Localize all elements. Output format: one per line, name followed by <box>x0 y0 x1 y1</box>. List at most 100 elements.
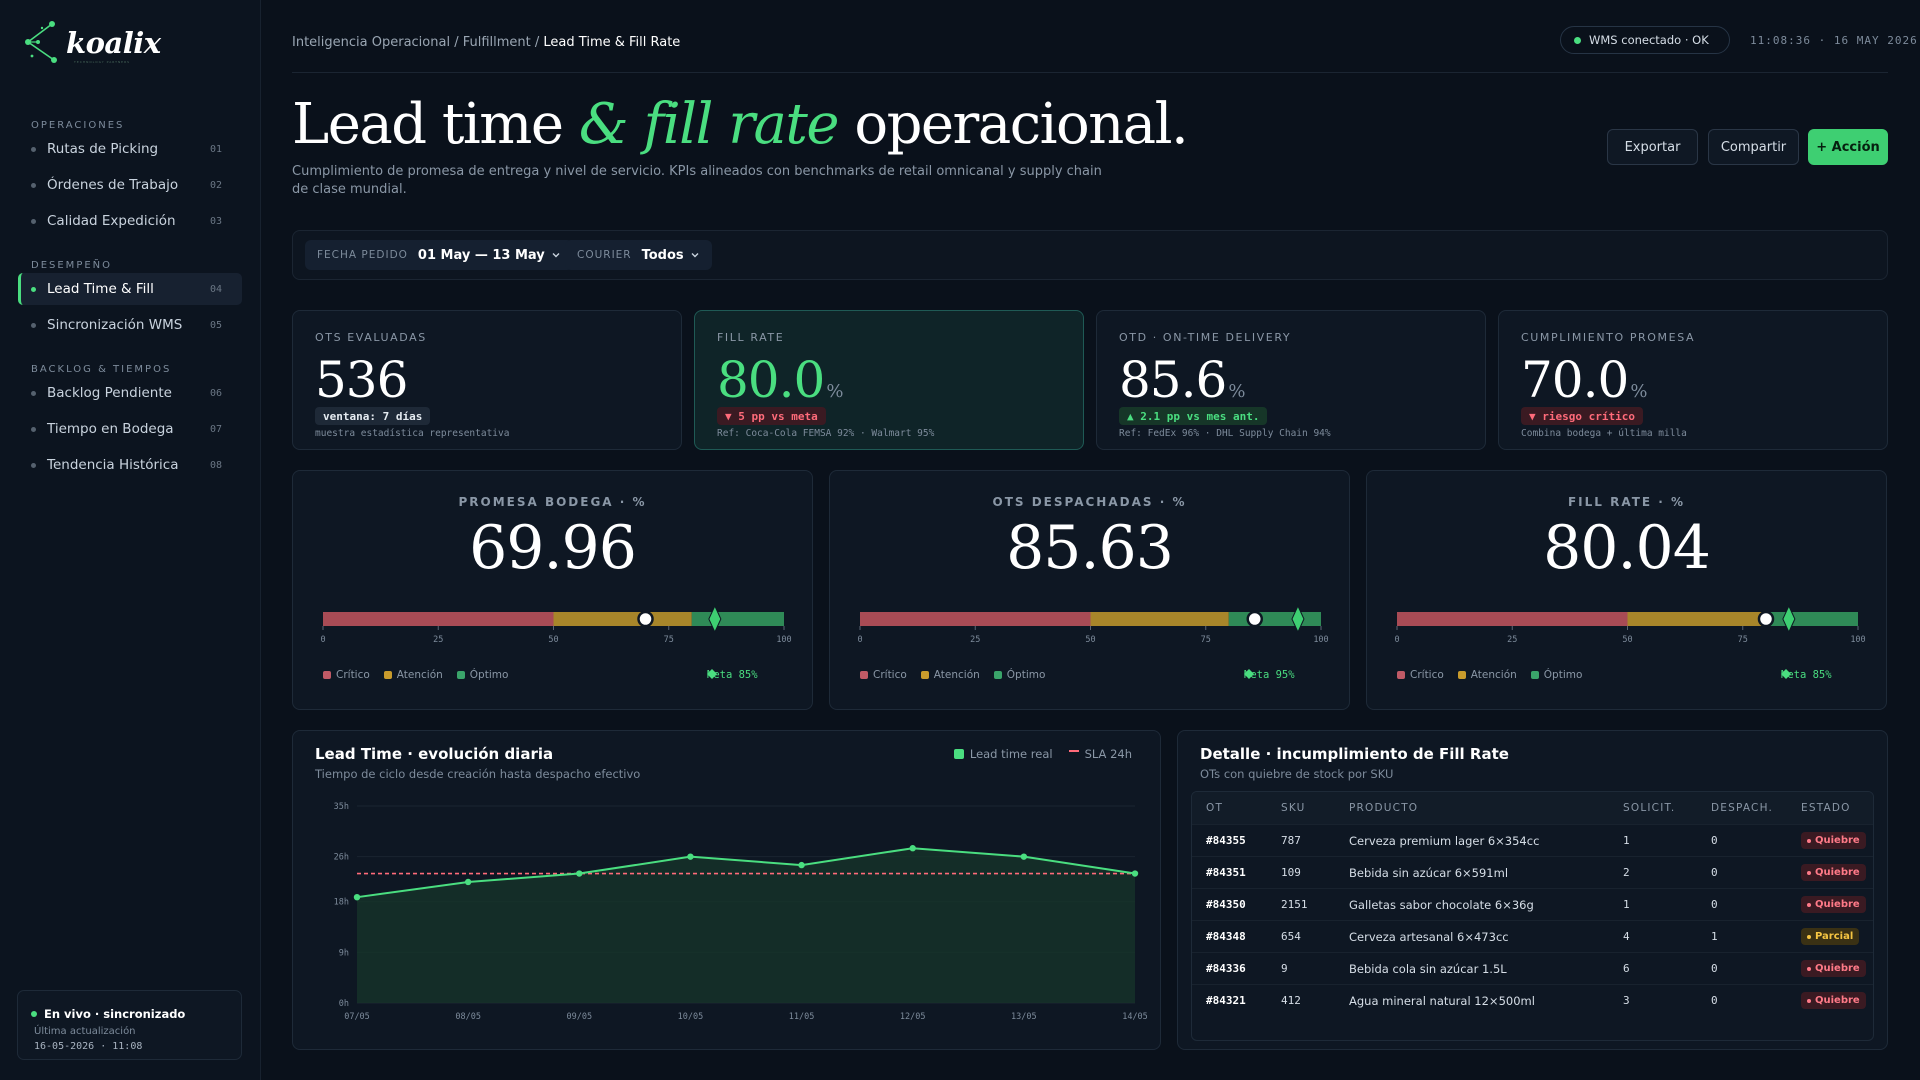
status-text: Quiebre <box>1815 963 1860 975</box>
sidebar-item-label: Órdenes de Trabajo <box>47 177 179 193</box>
data-point <box>464 878 472 886</box>
cell-sku: 2151 <box>1281 898 1308 911</box>
table-row[interactable]: #84355 787 Cerveza premium lager 6×354cc 1 0… <box>1192 824 1873 856</box>
breadcrumb-item[interactable]: Fulfillment <box>462 35 531 50</box>
kpi-value: 536 <box>315 351 408 409</box>
table-row[interactable]: #84321 412 Agua mineral natural 12×500ml 3 0… <box>1192 984 1873 1016</box>
gauge-title: OTS DESPACHADAS · % <box>992 495 1187 509</box>
legend-item-atencion: Atención <box>383 669 443 681</box>
gauge-zone <box>691 612 784 626</box>
sidebar: koalix TECHNOLOGY PARTNERS OPERACIONES R… <box>0 0 261 1080</box>
kpi-card-otd[interactable]: OTD · ON-TIME DELIVERY 85.6% ▲ 2.1 pp vs… <box>1096 310 1486 450</box>
gauge-value: 69.96 <box>469 513 637 583</box>
gauge-tick-label: 25 <box>433 635 443 645</box>
lead-time-chart: 35h 26h 18h 9h 0h 07/05 08/05 09/05 10/05 11/05 12… <box>334 802 1148 1022</box>
koalix-logo-icon <box>25 21 57 63</box>
column-header[interactable]: ESTADO <box>1801 802 1851 814</box>
lead-time-chart-panel: Lead Time · evolución diaria Tiempo de c… <box>292 730 1161 1050</box>
logo[interactable]: koalix TECHNOLOGY PARTNERS <box>22 20 161 66</box>
kpi-badge: ▲ 2.1 pp vs mes ant. <box>1119 407 1268 425</box>
gauge-meta-label: Meta 85% <box>707 669 758 681</box>
sidebar-item-tendencia-historica[interactable]: Tendencia Histórica 08 <box>18 449 242 481</box>
kpi-card-fill-rate[interactable]: FILL RATE 80.0% ▼ 5 pp vs meta Ref: Coca… <box>694 310 1084 450</box>
table-row[interactable]: #84336 9 Bebida cola sin azúcar 1.5L 6 0 Quie… <box>1192 952 1873 984</box>
table-row[interactable]: #84348 654 Cerveza artesanal 6×473cc 4 1 Parc… <box>1192 920 1873 952</box>
sidebar-item-rutas-picking[interactable]: Rutas de Picking 01 <box>18 133 242 165</box>
courier-filter-dropdown[interactable]: COURIER Todos <box>565 240 712 270</box>
kpi-number: 536 <box>315 351 408 409</box>
column-header[interactable]: SKU <box>1281 802 1306 814</box>
sidebar-item-number: 04 <box>209 283 222 295</box>
cell-ot: #84350 <box>1206 898 1246 911</box>
sidebar-item-tiempo-bodega[interactable]: Tiempo en Bodega 07 <box>18 413 242 445</box>
status-dot-icon <box>1807 838 1811 843</box>
kpi-unit: % <box>826 381 843 402</box>
date-filter-dropdown[interactable]: FECHA PEDIDO 01 May — 13 May <box>305 240 573 270</box>
chevron-down-icon <box>552 253 560 258</box>
column-header[interactable]: PRODUCTO <box>1349 802 1419 814</box>
filter-key: COURIER <box>577 249 632 261</box>
legend-item-atencion: Atención <box>1457 669 1517 681</box>
cell-ot: #84355 <box>1206 834 1246 847</box>
action-button[interactable]: + Acción <box>1808 129 1888 165</box>
nav-section-backlog: BACKLOG & TIEMPOS <box>31 364 172 375</box>
breadcrumb-separator: / <box>454 35 463 50</box>
legend-label: Óptimo <box>1543 669 1583 681</box>
kpi-card-ots-evaluadas[interactable]: OTS EVALUADAS 536 ventana: 7 días muestr… <box>292 310 682 450</box>
cell-despachado: 0 <box>1711 962 1718 975</box>
legend-label-real: Lead time real <box>969 747 1053 761</box>
status-badge: Parcial <box>1801 928 1860 946</box>
sidebar-item-label: Tiempo en Bodega <box>47 421 174 437</box>
legend-item-atencion: Atención <box>920 669 980 681</box>
nav-dot-icon <box>31 146 36 152</box>
cell-estado: Parcial <box>1801 928 1871 946</box>
cell-despachado: 1 <box>1711 930 1718 943</box>
x-tick-label: 14/05 <box>1122 1012 1148 1022</box>
nav-dot-icon <box>31 426 36 432</box>
column-header[interactable]: OT <box>1206 802 1224 814</box>
gauge-tick-label: 0 <box>320 635 325 645</box>
sidebar-item-number: 07 <box>209 423 222 435</box>
breadcrumb-item[interactable]: Inteligencia Operacional <box>292 35 451 50</box>
sidebar-item-calidad-expedicion[interactable]: Calidad Expedición 03 <box>18 205 242 237</box>
page-title-accent: & fill rate <box>578 92 840 157</box>
sidebar-item-ordenes-trabajo[interactable]: Órdenes de Trabajo 02 <box>18 169 242 201</box>
chevron-down-icon <box>691 253 699 258</box>
gauge-bar: 0 25 50 75 100 <box>1394 604 1866 645</box>
kpi-reference: Ref: Coca-Cola FEMSA 92% · Walmart 95% <box>717 428 935 439</box>
kpi-unit: % <box>1228 381 1245 402</box>
gauge-title: PROMESA BODEGA · % <box>458 495 647 509</box>
sidebar-item-lead-time-fill[interactable]: Lead Time & Fill 04 <box>18 273 242 305</box>
kpi-card-cumplimiento-promesa[interactable]: CUMPLIMIENTO PROMESA 70.0% ▼ riesgo crít… <box>1498 310 1888 450</box>
sidebar-item-backlog-pendiente[interactable]: Backlog Pendiente 06 <box>18 377 242 409</box>
share-button[interactable]: Compartir <box>1708 129 1799 165</box>
legend-swatch-real <box>953 749 964 759</box>
y-tick-label: 0h <box>339 999 349 1009</box>
sidebar-item-sincronizacion-wms[interactable]: Sincronización WMS 05 <box>18 309 242 341</box>
filter-key: FECHA PEDIDO <box>317 249 408 261</box>
cell-solicitado: 1 <box>1623 834 1630 847</box>
cell-ot: #84351 <box>1206 866 1246 879</box>
column-header[interactable]: SOLICIT. <box>1623 802 1676 814</box>
gauge-value-marker <box>637 610 654 628</box>
status-dot-icon <box>1807 902 1811 907</box>
page-subtitle: Cumplimiento de promesa de entrega y niv… <box>292 164 1102 197</box>
cell-solicitado: 1 <box>1623 898 1630 911</box>
gauge-tick-label: 0 <box>1394 635 1399 645</box>
legend-item-optimo: Óptimo <box>456 669 508 681</box>
chart-subtitle: Tiempo de ciclo desde creación hasta des… <box>315 767 641 781</box>
column-header[interactable]: DESPACH. <box>1711 802 1774 814</box>
legend-swatch <box>323 671 331 679</box>
gauge-tick-label: 100 <box>1313 635 1328 645</box>
cell-solicitado: 6 <box>1623 962 1630 975</box>
table-row[interactable]: #84351 109 Bebida sin azúcar 6×591ml 2 0 Quie… <box>1192 856 1873 888</box>
nav-dot-icon <box>31 182 36 188</box>
kpi-value: 80.0% <box>717 351 843 409</box>
nav-dot-icon <box>31 218 36 224</box>
table-row[interactable]: #84350 2151 Galletas sabor chocolate 6×36g… <box>1192 888 1873 920</box>
filter-bar: FECHA PEDIDO 01 May — 13 May COURIER Tod… <box>292 230 1888 280</box>
cell-solicitado: 3 <box>1623 994 1630 1007</box>
gauge-card-fill-rate: 0 25 50 75 100 FILL RATE · % 80.04 Crítico A… <box>1366 470 1887 710</box>
export-button[interactable]: Exportar <box>1607 129 1698 165</box>
gauge-tick-label: 75 <box>664 635 674 645</box>
